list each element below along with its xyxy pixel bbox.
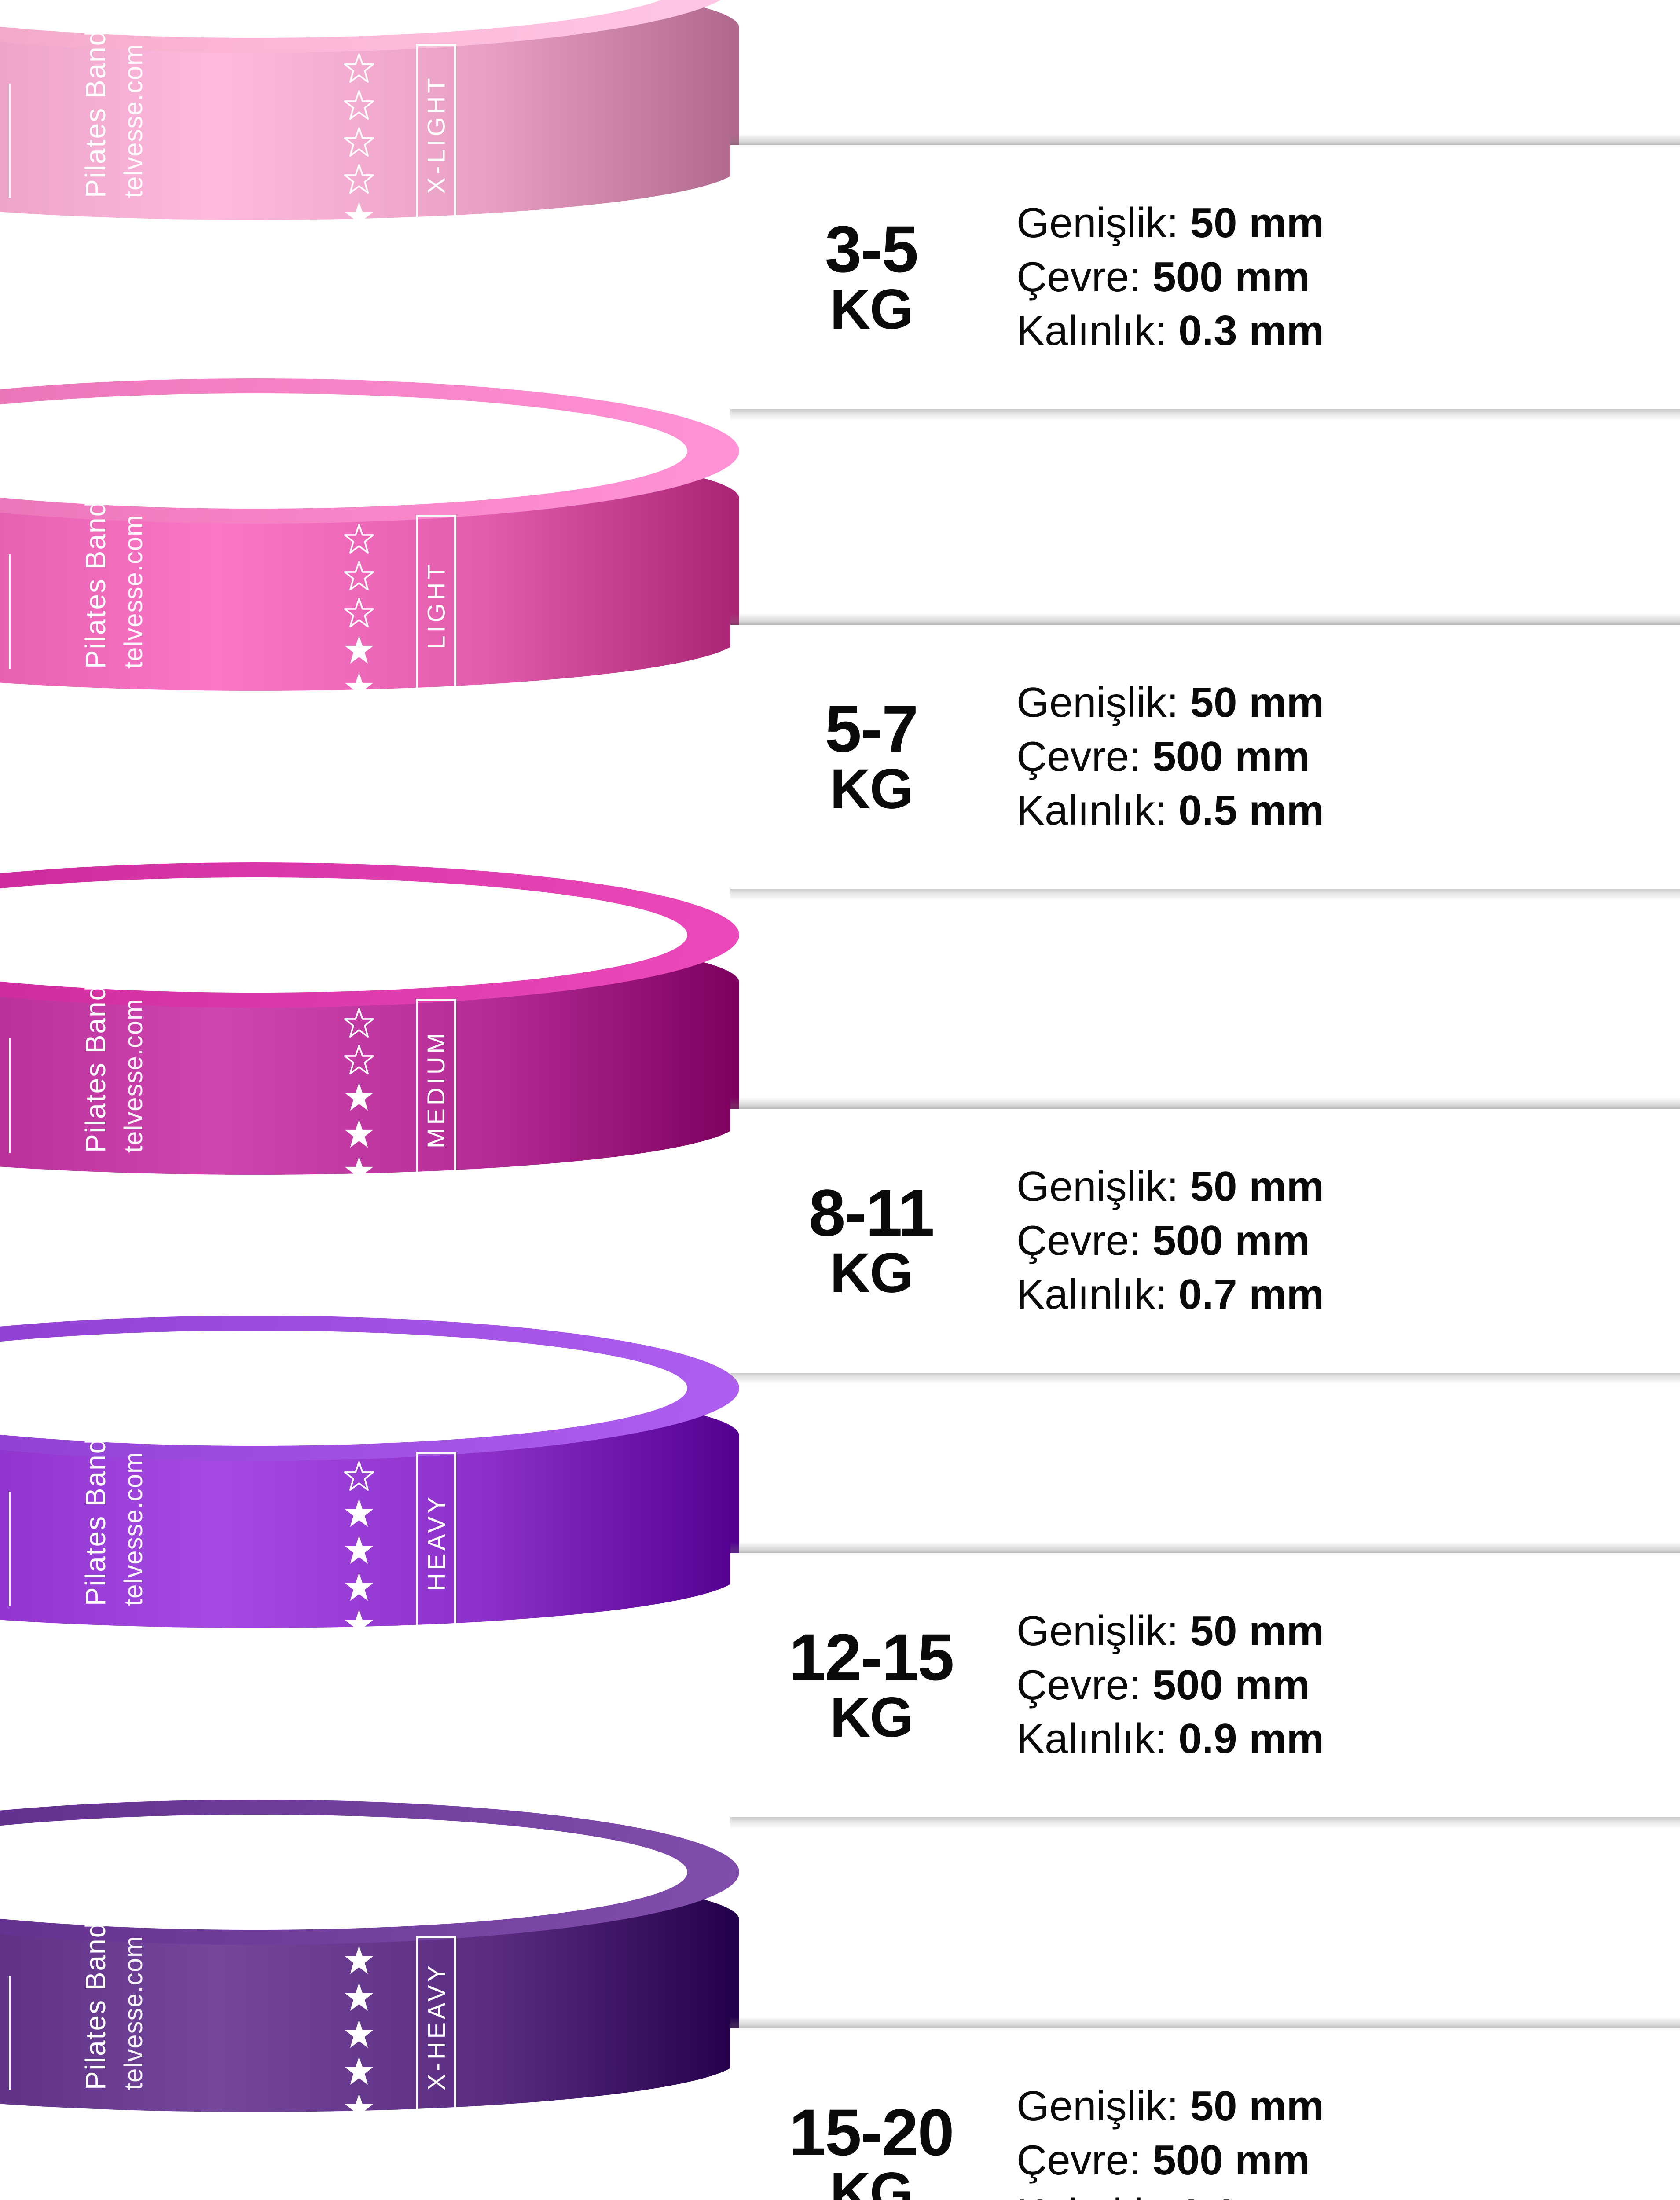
circumference-spec-label: Çevre: xyxy=(1016,733,1141,780)
weight-range-block: 12-15 KG xyxy=(748,1620,994,1749)
dimension-list: Genişlik: 50 mm Çevre: 500 mm Kalınlık: 0.… xyxy=(1016,1160,1680,1322)
thickness-spec: Kalınlık: 0.5 mm xyxy=(1016,784,1680,838)
dimension-list: Genişlik: 50 mm Çevre: 500 mm Kalınlık: 0.… xyxy=(1016,1604,1680,1767)
weight-unit-label: KG xyxy=(830,1686,913,1749)
thickness-spec-value: 0.3 mm xyxy=(1178,307,1324,355)
thickness-spec-label: Kalınlık: xyxy=(1016,1715,1167,1763)
circumference-spec-label: Çevre: xyxy=(1016,1217,1141,1264)
width-spec-value: 50 mm xyxy=(1190,678,1324,726)
spec-row-medium: 8-11 KG Genişlik: 50 mm Çevre: 500 mm Kalınl… xyxy=(730,1097,1680,1384)
circumference-spec-label: Çevre: xyxy=(1016,1661,1141,1709)
weight-range-value: 15-20 xyxy=(789,2095,954,2169)
weight-range-block: 8-11 KG xyxy=(748,1175,994,1305)
band-inner-hole xyxy=(0,877,687,993)
thickness-spec-value: 0.7 mm xyxy=(1178,1271,1324,1318)
thickness-spec-label: Kalınlık: xyxy=(1016,2190,1166,2200)
thickness-spec-label: Kalınlık: xyxy=(1016,787,1167,834)
width-spec-value: 50 mm xyxy=(1190,1607,1324,1654)
width-spec-label: Genişlik: xyxy=(1016,1607,1179,1654)
dimension-list: Genişlik: 50 mm Çevre: 500 mm Kalınlık: 0.… xyxy=(1016,196,1680,359)
circumference-spec-value: 500 mm xyxy=(1152,1217,1310,1264)
thickness-spec-value: 1.1 mm xyxy=(1178,2190,1324,2200)
width-spec: Genişlik: 50 mm xyxy=(1016,196,1680,250)
spec-row-x-light: 3-5 KG Genişlik: 50 mm Çevre: 500 mm Kalınlı… xyxy=(730,134,1680,421)
weight-range-value: 8-11 xyxy=(809,1175,935,1250)
weight-range-block: 3-5 KG xyxy=(748,212,994,341)
width-spec-label: Genişlik: xyxy=(1016,1162,1179,1210)
thickness-spec-value: 0.5 mm xyxy=(1178,787,1324,834)
thickness-spec-label: Kalınlık: xyxy=(1016,307,1167,355)
circumference-spec: Çevre: 500 mm xyxy=(1016,250,1680,304)
weight-unit-label: KG xyxy=(830,278,913,341)
circumference-spec: Çevre: 500 mm xyxy=(1016,1658,1680,1712)
dimension-list: Genişlik: 50 mm Çevre: 500 mm Kalınlık: 0.… xyxy=(1016,676,1680,838)
spec-row-heavy: 12-15 KG Genişlik: 50 mm Çevre: 500 mm Kalın… xyxy=(730,1542,1680,1829)
thickness-spec: Kalınlık: 0.7 mm xyxy=(1016,1268,1680,1322)
width-spec-value: 50 mm xyxy=(1190,199,1324,246)
band-inner-hole xyxy=(0,1815,687,1930)
weight-unit-label: KG xyxy=(830,1242,913,1305)
weight-unit-label: KG xyxy=(830,758,913,821)
circumference-spec: Çevre: 500 mm xyxy=(1016,730,1680,784)
weight-range-block: 15-20 KG xyxy=(748,2095,994,2200)
width-spec-label: Genişlik: xyxy=(1016,678,1179,726)
circumference-spec-label: Çevre: xyxy=(1016,253,1141,301)
weight-range-block: 5-7 KG xyxy=(748,691,994,821)
thickness-spec: Kalınlık: 0.9 mm xyxy=(1016,1712,1680,1766)
width-spec: Genişlik: 50 mm xyxy=(1016,1604,1680,1658)
width-spec-label: Genişlik: xyxy=(1016,199,1179,246)
thickness-spec: Kalınlık: 0.3 mm xyxy=(1016,304,1680,358)
band-inner-hole xyxy=(0,393,687,509)
weight-range-value: 5-7 xyxy=(825,691,919,766)
width-spec-label: Genişlik: xyxy=(1016,2082,1179,2130)
circumference-spec-value: 500 mm xyxy=(1152,1661,1310,1709)
circumference-spec: Çevre: 500 mm xyxy=(1016,2134,1680,2188)
spec-row-light: 5-7 KG Genişlik: 50 mm Çevre: 500 mm Kalınlı… xyxy=(730,613,1680,900)
band-inner-hole xyxy=(0,1331,687,1446)
width-spec: Genişlik: 50 mm xyxy=(1016,676,1680,730)
width-spec-value: 50 mm xyxy=(1190,2082,1324,2130)
circumference-spec: Çevre: 500 mm xyxy=(1016,1214,1680,1268)
width-spec: Genişlik: 50 mm xyxy=(1016,1160,1680,1214)
weight-range-value: 12-15 xyxy=(789,1620,954,1694)
thickness-spec-label: Kalınlık: xyxy=(1016,1271,1167,1318)
circumference-spec-label: Çevre: xyxy=(1016,2136,1141,2184)
spec-panel-column: 3-5 KG Genişlik: 50 mm Çevre: 500 mm Kalınlı… xyxy=(730,0,1680,2200)
weight-unit-label: KG xyxy=(830,2161,913,2200)
thickness-spec-value: 0.9 mm xyxy=(1178,1715,1324,1763)
circumference-spec-value: 500 mm xyxy=(1152,253,1310,301)
circumference-spec-value: 500 mm xyxy=(1152,733,1310,780)
thickness-spec: Kalınlık: 1.1 mm xyxy=(1016,2187,1680,2200)
width-spec: Genişlik: 50 mm xyxy=(1016,2079,1680,2134)
circumference-spec-value: 500 mm xyxy=(1152,2136,1310,2184)
width-spec-value: 50 mm xyxy=(1190,1162,1324,1210)
weight-range-value: 3-5 xyxy=(825,212,919,286)
